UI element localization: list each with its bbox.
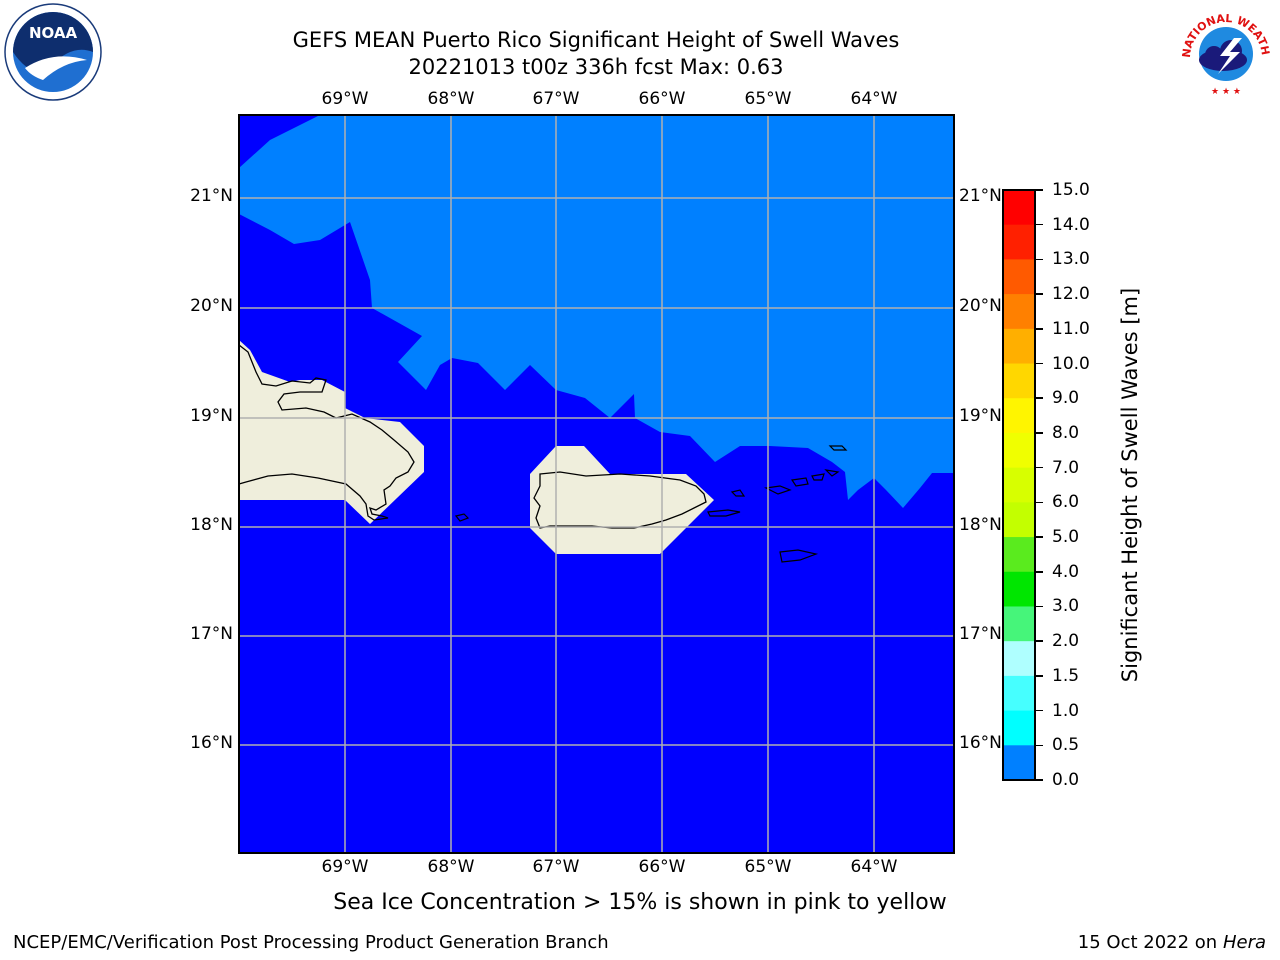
lat-label-right: 21°N [959, 186, 1002, 206]
colorbar-tick-mark [1035, 328, 1043, 330]
colorbar-swatch [1004, 432, 1034, 469]
nws-logo: NATIONAL WEATHER SERVICE ★ ★ ★ [1176, 2, 1273, 99]
colorbar-tick-mark [1035, 223, 1043, 226]
lat-label-right: 16°N [959, 733, 1002, 753]
lat-label-left: 18°N [190, 515, 233, 535]
lon-label-top: 69°W [321, 89, 369, 109]
colorbar-tick-mark [1035, 189, 1043, 191]
colorbar-tick-mark [1035, 397, 1043, 399]
lat-label-left: 20°N [190, 296, 233, 316]
chart-title: GEFS MEAN Puerto Rico Significant Height… [292, 28, 900, 52]
colorbar-tick-mark [1035, 466, 1043, 469]
lon-label-top: 67°W [532, 89, 580, 109]
colorbar-tick-mark [1035, 293, 1043, 295]
lon-label-bottom: 66°W [638, 857, 686, 877]
colorbar-swatch [1004, 502, 1034, 538]
date-text: 15 Oct 2022 on Hera [1078, 932, 1266, 953]
lat-label-left: 16°N [190, 733, 233, 753]
colorbar-swatch [1004, 294, 1034, 330]
colorbar-swatch [1004, 328, 1034, 365]
colorbar-tick-label: 2.0 [1052, 631, 1080, 652]
lat-label-right: 20°N [959, 296, 1002, 316]
chart-subtitle: 20221013 t00z 336h fcst Max: 0.63 [408, 55, 784, 79]
colorbar-swatch [1004, 571, 1034, 607]
colorbar-tick-label: 14.0 [1052, 214, 1090, 235]
colorbar-tick-mark [1035, 571, 1043, 573]
lat-label-right: 17°N [959, 624, 1002, 644]
colorbar-swatch [1004, 606, 1034, 642]
lon-label-bottom: 68°W [427, 857, 475, 877]
colorbar-tick-mark [1035, 744, 1043, 747]
colorbar-tick-label: 0.5 [1052, 735, 1080, 756]
colorbar-tick-label: 0.0 [1052, 770, 1080, 790]
lon-label-top: 66°W [638, 89, 686, 109]
colorbar-tick-mark [1035, 362, 1043, 365]
colorbar-swatch [1004, 641, 1034, 677]
colorbar-swatch [1004, 224, 1034, 260]
colorbar-tick-mark [1035, 536, 1043, 538]
colorbar-swatch [1004, 537, 1034, 573]
small-islands [454, 445, 848, 563]
hispaniola-land [239, 340, 424, 524]
lon-label-top: 65°W [744, 89, 792, 109]
lon-label-bottom: 67°W [532, 857, 580, 877]
date-value: 15 Oct 2022 on [1077, 932, 1218, 953]
colorbar-tick-mark [1035, 640, 1043, 642]
colorbar-tick-label: 15.0 [1052, 180, 1090, 200]
host-name: Hera [1222, 932, 1266, 953]
colorbar-tick-mark [1035, 709, 1043, 712]
colorbar-tick-mark [1035, 605, 1043, 608]
graticule [239, 115, 954, 853]
colorbar-tick-label: 7.0 [1052, 457, 1080, 478]
swell-band-0.5-1.0 [239, 115, 954, 508]
colorbar-label: Significant Height of Swell Waves [m] [1118, 287, 1142, 683]
colorbar-tick-label: 12.0 [1052, 284, 1090, 305]
lat-label-right: 18°N [959, 515, 1002, 535]
lat-label-left: 19°N [190, 406, 233, 426]
lon-label-bottom: 65°W [744, 857, 792, 877]
colorbar-tick-mark [1035, 779, 1043, 781]
colorbar-tick-label: 5.0 [1052, 527, 1080, 548]
lon-label-bottom: 64°W [850, 857, 898, 877]
colorbar-swatch [1004, 190, 1034, 226]
colorbar-tick-label: 11.0 [1052, 318, 1090, 339]
colorbar-tick-label: 9.0 [1052, 388, 1080, 409]
colorbar-tick-label: 1.5 [1052, 665, 1080, 686]
colorbar-tick-label: 3.0 [1052, 596, 1080, 617]
credit-text: NCEP/EMC/Verification Post Processing Pr… [13, 932, 609, 953]
colorbar-tick-mark [1035, 675, 1043, 677]
colorbar-tick-mark [1035, 432, 1043, 434]
colorbar-swatch [1004, 675, 1034, 712]
colorbar-swatch [1004, 745, 1034, 781]
colorbar-swatch [1004, 259, 1034, 295]
svg-text:★ ★ ★: ★ ★ ★ [1211, 87, 1241, 97]
colorbar-swatch [1004, 363, 1034, 399]
colorbar-swatch [1004, 398, 1034, 434]
colorbar-tick-label: 10.0 [1052, 353, 1090, 374]
colorbar-tick-mark [1035, 501, 1043, 504]
colorbar-swatch [1004, 467, 1034, 503]
colorbar-swatch [1004, 710, 1034, 746]
lon-label-top: 64°W [850, 89, 898, 109]
lat-label-right: 19°N [959, 406, 1002, 426]
colorbar [1002, 189, 1036, 781]
noaa-logo: NOAA [4, 3, 102, 101]
lon-label-bottom: 69°W [321, 857, 369, 877]
lon-label-top: 68°W [427, 89, 475, 109]
map-frame [238, 114, 955, 854]
colorbar-tick-label: 4.0 [1052, 561, 1080, 582]
puerto-rico-coastline [533, 471, 707, 529]
colorbar-tick-label: 13.0 [1052, 249, 1090, 270]
lat-label-left: 17°N [190, 624, 233, 644]
colorbar-tick-mark [1035, 258, 1043, 261]
sea-ice-note: Sea Ice Concentration > 15% is shown in … [333, 890, 947, 915]
colorbar-tick-label: 6.0 [1052, 492, 1080, 513]
lat-label-left: 21°N [190, 186, 233, 206]
noaa-logo-text: NOAA [29, 24, 78, 42]
hispaniola-coastline [238, 344, 415, 521]
colorbar-tick-label: 1.0 [1052, 700, 1080, 721]
colorbar-tick-label: 8.0 [1052, 422, 1080, 443]
colorbar-frame [1002, 189, 1036, 781]
